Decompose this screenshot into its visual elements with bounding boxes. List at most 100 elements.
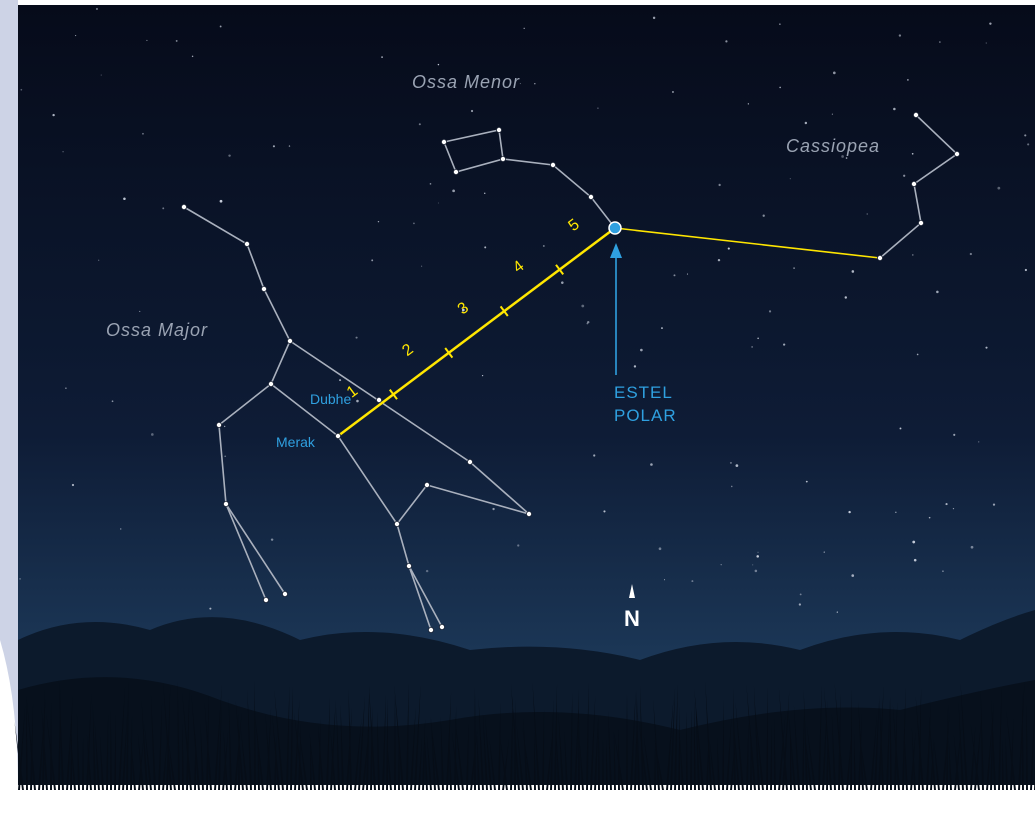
bg-star [898,34,902,37]
star [466,458,473,465]
bg-star [371,259,374,262]
bg-star [209,607,212,610]
bg-star [123,197,126,201]
bg-star [100,74,102,76]
bg-star [339,379,342,382]
bg-star [664,579,666,581]
bg-star [534,83,536,85]
bg-star [779,23,781,25]
bg-star [779,86,781,89]
grass [14,680,1035,790]
star [438,624,445,631]
bg-star [848,510,851,514]
bg-star [912,540,916,544]
star [281,591,288,598]
bg-star [673,274,676,277]
bg-star [65,387,67,389]
bg-star [903,174,906,177]
star [918,219,925,226]
bg-star [916,353,919,356]
bg-star [437,202,439,204]
star [588,193,595,200]
constellation-label: Ossa Menor [412,72,520,92]
bg-star [754,569,758,573]
star [452,168,459,175]
bg-star [191,55,194,58]
distance-ticks [388,264,565,400]
star [405,563,412,570]
bg-star [805,480,808,483]
bg-star [845,157,848,159]
bg-star [831,113,833,115]
bg-star [729,461,732,464]
star [260,285,267,292]
bg-star [907,79,909,81]
tick [388,389,398,400]
bg-star [219,25,222,28]
bg-star [597,107,599,109]
bg-star [844,296,848,299]
bg-star [492,507,495,511]
bg-star [272,145,275,148]
bg-star [587,320,590,324]
bg-star [768,310,772,313]
bg-star [146,39,148,41]
bg-star [952,507,955,510]
bg-star [756,555,759,558]
side-strip [0,0,18,790]
star [526,510,533,517]
bg-star [730,485,733,488]
bg-star [718,183,721,187]
bg-star [139,310,141,312]
pointer-line [337,227,616,437]
star [393,521,400,528]
bg-star [851,270,855,273]
tick [555,264,565,275]
bg-star [461,308,465,312]
bg-star [978,441,980,443]
star [180,203,187,210]
bg-star [752,564,754,566]
bg-star [413,222,415,225]
bg-star [437,63,440,66]
bg-star [992,503,996,506]
bg-star [377,220,380,223]
arrow-head [610,243,622,258]
bg-star [151,433,154,436]
bg-star [19,578,21,580]
bg-star [945,503,948,506]
bg-star [162,207,165,210]
bg-star [751,346,753,348]
star [877,254,884,261]
bg-star [762,214,765,217]
bg-star [989,22,992,25]
bg-star [640,348,643,352]
bg-star [470,109,474,113]
bg-star [969,252,972,256]
bg-star [841,155,844,158]
bg-star [793,267,795,269]
bg-star [452,189,455,193]
constellation-label: Cassiopea [786,136,880,156]
bg-star [832,71,836,75]
bg-star [52,113,55,117]
bg-star [95,7,99,11]
bg-star [633,365,637,368]
bg-star [1024,134,1027,137]
bg-star [20,88,23,91]
bg-star [418,123,421,126]
background-stars [19,7,1030,613]
bg-star [936,290,939,294]
bg-star [581,304,585,308]
bg-star [142,132,144,135]
star [440,138,447,145]
bg-star [429,183,432,185]
bg-star [603,510,606,513]
star-label: Merak [276,434,316,450]
bg-star [789,178,791,180]
bg-star [111,400,114,403]
bg-star [425,569,429,573]
bg-star [783,343,786,346]
star [267,380,274,387]
